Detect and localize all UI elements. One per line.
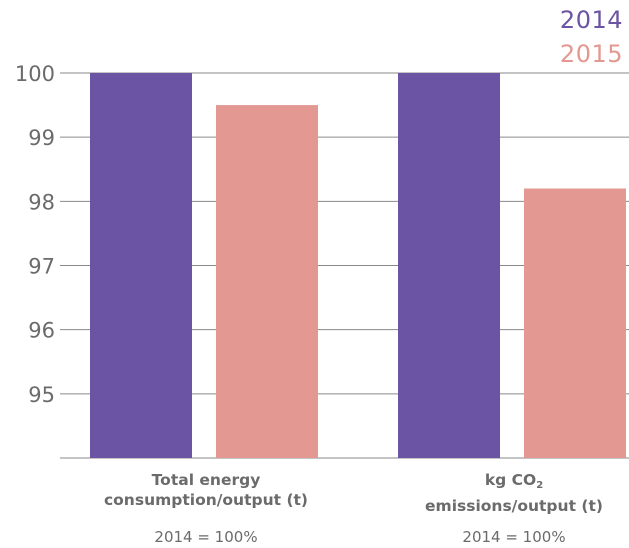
category-subtitle-energy: 2014 = 100% xyxy=(154,528,258,546)
bar-2015-cat2 xyxy=(524,188,626,458)
y-tick-label-97: 97 xyxy=(28,255,55,279)
category-label-co2: kg CO2 emissions/output (t) xyxy=(425,471,603,515)
y-tick-label-95: 95 xyxy=(28,383,55,407)
category-label-energy: Total energy consumption/output (t) xyxy=(103,471,309,509)
y-tick-label-99: 99 xyxy=(28,126,55,150)
category-subtitle-co2: 2014 = 100% xyxy=(462,528,566,546)
y-tick-label-98: 98 xyxy=(28,190,55,214)
bar-2014-cat2 xyxy=(398,73,500,458)
legend-2014: 2014 xyxy=(559,6,623,34)
bar-2014-cat1 xyxy=(90,73,192,458)
y-tick-label-100: 100 xyxy=(15,62,55,86)
y-tick-label-96: 96 xyxy=(28,319,55,343)
legend-2015: 2015 xyxy=(559,40,623,68)
bar-2015-cat1 xyxy=(216,105,318,458)
